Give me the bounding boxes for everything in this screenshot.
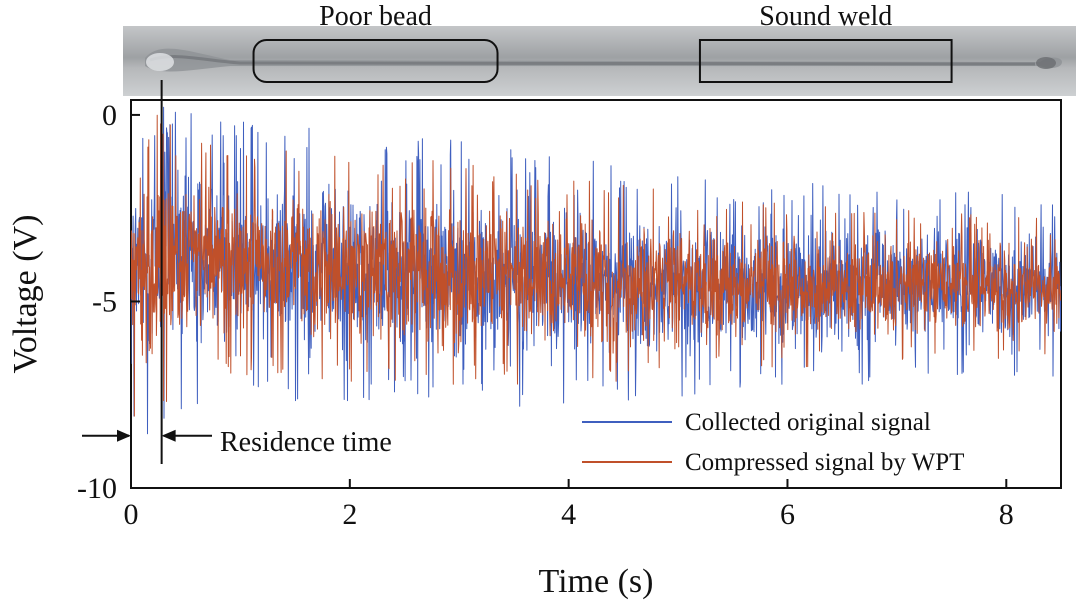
legend-label-original: Collected original signal — [685, 409, 931, 436]
y-tick-label: -10 — [77, 472, 117, 505]
x-tick-label: 2 — [342, 498, 357, 531]
sound-weld-label: Sound weld — [759, 1, 892, 32]
y-tick-label: 0 — [102, 99, 117, 132]
residence-time-arrows — [82, 429, 212, 442]
x-tick-label: 4 — [561, 498, 576, 531]
x-tick-label: 0 — [124, 498, 139, 531]
poor-bead-label: Poor bead — [319, 1, 432, 32]
poor-bead-box — [252, 39, 499, 83]
x-tick-label: 6 — [780, 498, 795, 531]
x-tick-label: 8 — [999, 498, 1014, 531]
series-compressed-signal-wpt — [131, 114, 1061, 417]
y-axis-title: Voltage (V) — [7, 215, 44, 374]
x-axis-ticks: 0 2 4 6 8 — [124, 479, 1014, 531]
legend: Collected original signal Compressed sig… — [582, 409, 964, 476]
y-tick-label: -5 — [92, 285, 117, 318]
y-axis-ticks: 0 -5 -10 — [77, 99, 140, 505]
sound-weld-box — [698, 39, 953, 83]
residence-time-label: Residence time — [220, 427, 392, 458]
x-axis-title: Time (s) — [539, 563, 654, 600]
weld-bead-photo — [123, 26, 1076, 96]
legend-label-compressed: Compressed signal by WPT — [685, 449, 964, 476]
